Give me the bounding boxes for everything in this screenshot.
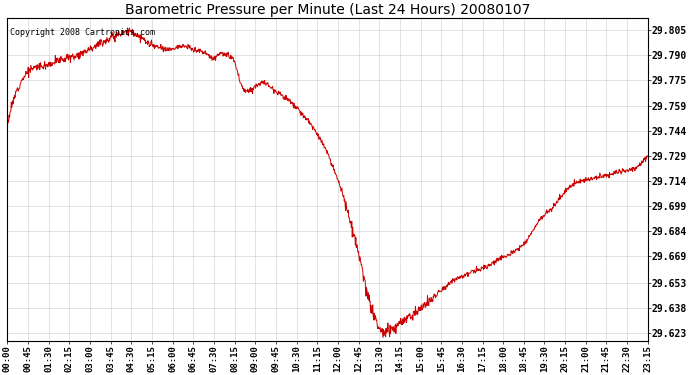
Title: Barometric Pressure per Minute (Last 24 Hours) 20080107: Barometric Pressure per Minute (Last 24 … [125, 3, 530, 17]
Text: Copyright 2008 Cartronics.com: Copyright 2008 Cartronics.com [10, 28, 155, 37]
